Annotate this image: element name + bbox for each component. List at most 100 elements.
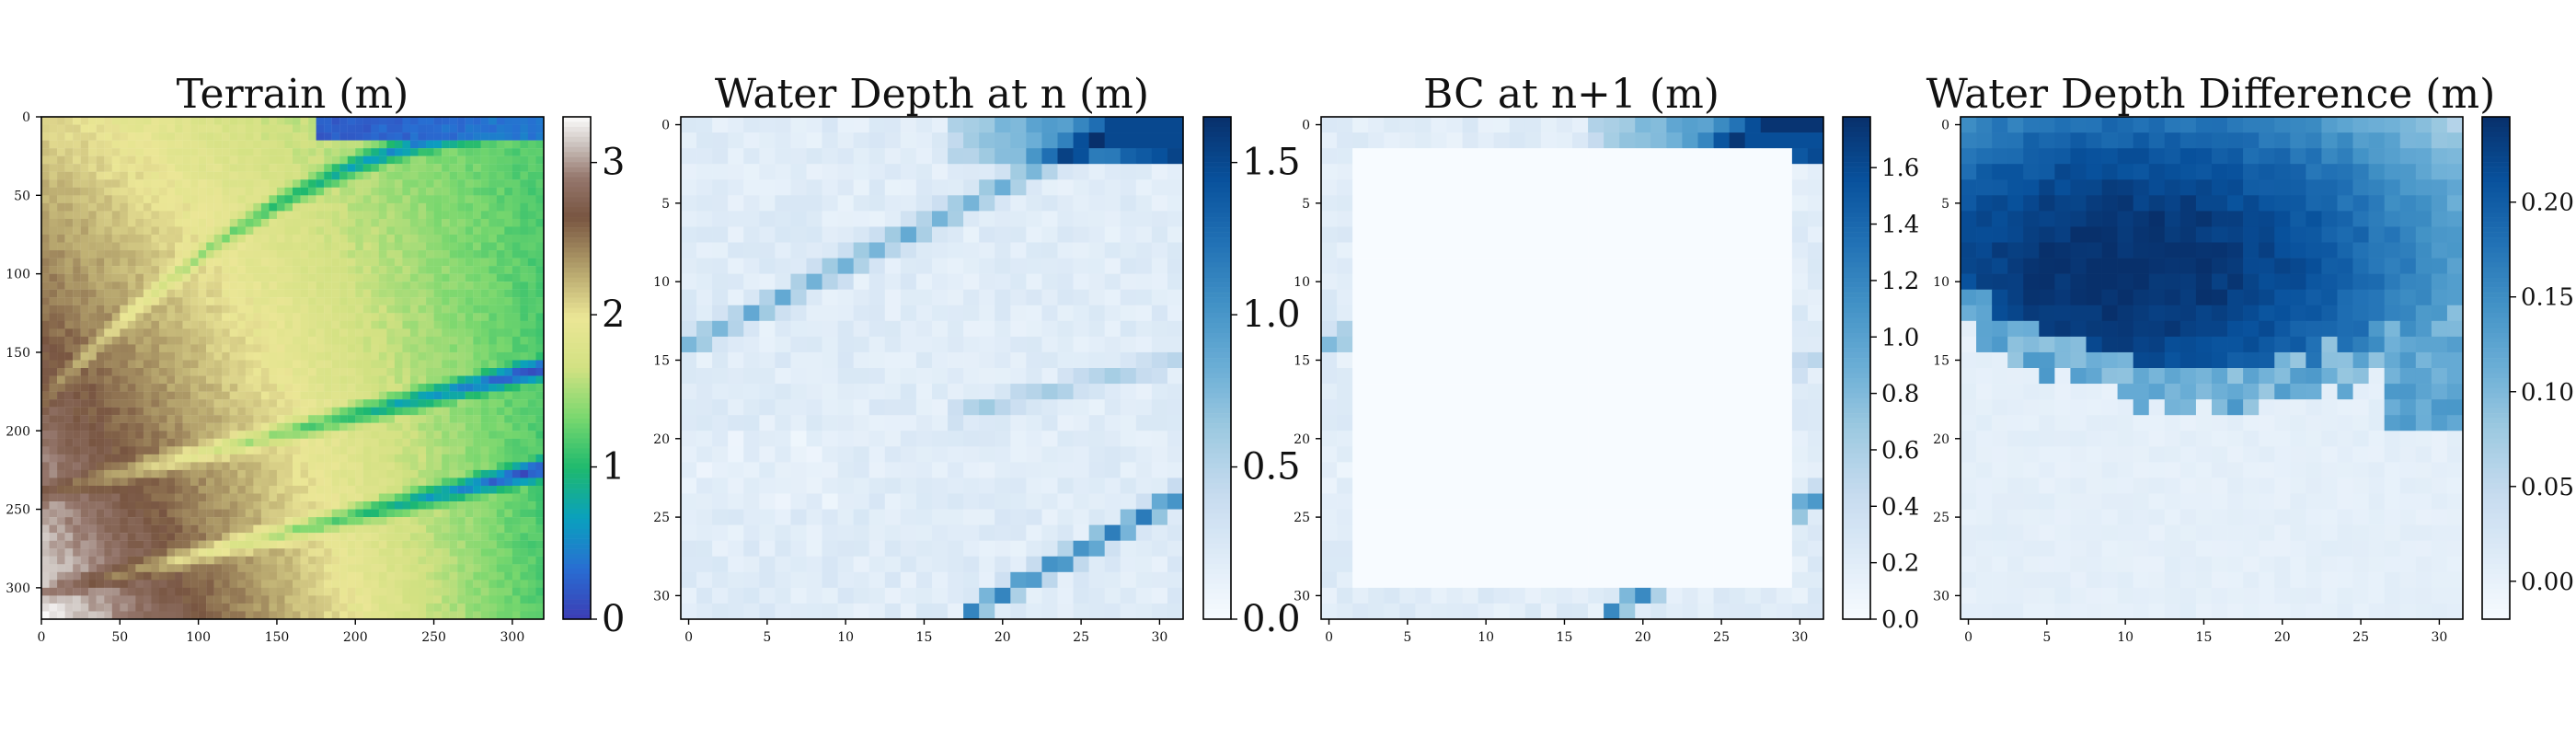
heatmap-cell bbox=[316, 226, 325, 236]
heatmap-cell bbox=[206, 501, 214, 510]
heatmap-cell bbox=[790, 462, 807, 478]
heatmap-cell bbox=[1057, 195, 1074, 212]
heatmap-cell bbox=[229, 211, 238, 220]
heatmap-cell bbox=[120, 289, 129, 298]
heatmap-cell bbox=[245, 391, 254, 400]
heatmap-cell bbox=[324, 540, 332, 549]
heatmap-cell bbox=[293, 391, 301, 400]
heatmap-cell bbox=[512, 117, 521, 125]
heatmap-cell bbox=[331, 305, 340, 314]
heatmap-cell bbox=[293, 140, 301, 149]
heatmap-cell bbox=[884, 273, 902, 291]
heatmap-cell bbox=[127, 556, 136, 565]
heatmap-cell bbox=[182, 407, 191, 416]
heatmap-cell bbox=[520, 446, 529, 455]
heatmap-cell bbox=[1010, 258, 1027, 274]
heatmap-cell bbox=[442, 533, 450, 541]
heatmap-cell bbox=[355, 164, 363, 172]
heatmap-cell bbox=[49, 273, 58, 282]
heatmap-cell bbox=[371, 313, 380, 321]
heatmap-cell bbox=[229, 540, 238, 549]
heatmap-cell bbox=[229, 384, 238, 392]
heatmap-cell bbox=[96, 431, 105, 439]
heatmap-cell bbox=[284, 438, 293, 447]
heatmap-cell bbox=[88, 132, 97, 141]
heatmap-cell bbox=[1010, 462, 1027, 478]
heatmap-cell bbox=[480, 399, 489, 408]
heatmap-cell bbox=[473, 384, 481, 392]
heatmap-cell bbox=[127, 148, 136, 156]
heatmap-cell bbox=[402, 595, 411, 604]
colorbar-step bbox=[563, 544, 591, 549]
heatmap-cell bbox=[237, 351, 246, 361]
heatmap-cell bbox=[260, 595, 270, 604]
heatmap-cell bbox=[457, 415, 466, 423]
heatmap-cell bbox=[135, 117, 144, 125]
heatmap-cell bbox=[527, 564, 536, 572]
heatmap-cell bbox=[269, 556, 278, 565]
heatmap-cell bbox=[276, 407, 285, 416]
heatmap-cell bbox=[489, 556, 497, 565]
heatmap-cell bbox=[57, 132, 65, 141]
heatmap-cell bbox=[504, 202, 513, 212]
heatmap-cell bbox=[88, 509, 97, 518]
heatmap-cell bbox=[433, 422, 443, 431]
heatmap-cell bbox=[426, 234, 434, 243]
heatmap-cell bbox=[504, 164, 513, 172]
heatmap-cell bbox=[269, 422, 278, 431]
heatmap-cell bbox=[276, 375, 285, 385]
heatmap-cell bbox=[167, 548, 176, 557]
heatmap-cell bbox=[206, 336, 214, 345]
heatmap-cell bbox=[293, 384, 301, 392]
heatmap-cell bbox=[378, 415, 387, 423]
heatmap-cell bbox=[175, 336, 183, 345]
heatmap-cell bbox=[41, 171, 50, 180]
heatmap-cell bbox=[347, 540, 356, 549]
heatmap-cell bbox=[465, 469, 474, 478]
heatmap-cell bbox=[347, 375, 356, 385]
heatmap-cell bbox=[449, 571, 458, 581]
heatmap-cell bbox=[64, 297, 74, 305]
heatmap-cell bbox=[276, 446, 285, 455]
colorbar-step bbox=[563, 181, 591, 188]
heatmap-cell bbox=[158, 611, 167, 619]
heatmap-cell bbox=[135, 148, 144, 156]
heatmap-cell bbox=[175, 571, 183, 581]
heatmap-cell bbox=[190, 351, 199, 361]
heatmap-cell bbox=[175, 117, 183, 125]
heatmap-cell bbox=[88, 462, 97, 471]
heatmap-cell bbox=[64, 493, 74, 502]
heatmap-cell bbox=[442, 422, 450, 431]
heatmap-cell bbox=[979, 384, 995, 400]
heatmap-cell bbox=[229, 282, 238, 290]
heatmap-cell bbox=[324, 132, 332, 141]
heatmap-cell bbox=[449, 399, 458, 408]
heatmap-cell bbox=[135, 320, 144, 329]
heatmap-cell bbox=[355, 595, 363, 604]
heatmap-cell bbox=[175, 179, 183, 188]
heatmap-cell bbox=[409, 282, 419, 290]
heatmap-cell bbox=[88, 517, 97, 525]
colorbar-step bbox=[563, 338, 591, 343]
heatmap-cell bbox=[237, 368, 246, 376]
heatmap-cell bbox=[378, 384, 387, 392]
heatmap-cell bbox=[104, 305, 112, 314]
colorbar-step bbox=[563, 282, 591, 288]
heatmap-cell bbox=[260, 477, 270, 487]
heatmap-cell bbox=[331, 603, 340, 612]
heatmap-cell bbox=[175, 391, 183, 400]
heatmap-cell bbox=[520, 564, 529, 572]
heatmap-cell bbox=[504, 336, 513, 345]
heatmap-cell bbox=[512, 556, 521, 565]
heatmap-cell bbox=[331, 407, 340, 416]
heatmap-cell bbox=[190, 124, 199, 133]
heatmap-cell bbox=[457, 195, 466, 204]
heatmap-cell bbox=[504, 179, 513, 188]
heatmap-cell bbox=[135, 407, 144, 416]
heatmap-cell bbox=[759, 462, 776, 478]
heatmap-cell bbox=[284, 524, 293, 534]
heatmap-cell bbox=[300, 258, 309, 267]
heatmap-cell bbox=[111, 556, 121, 565]
colorbar-step bbox=[563, 352, 591, 359]
heatmap-cell bbox=[1026, 258, 1042, 274]
